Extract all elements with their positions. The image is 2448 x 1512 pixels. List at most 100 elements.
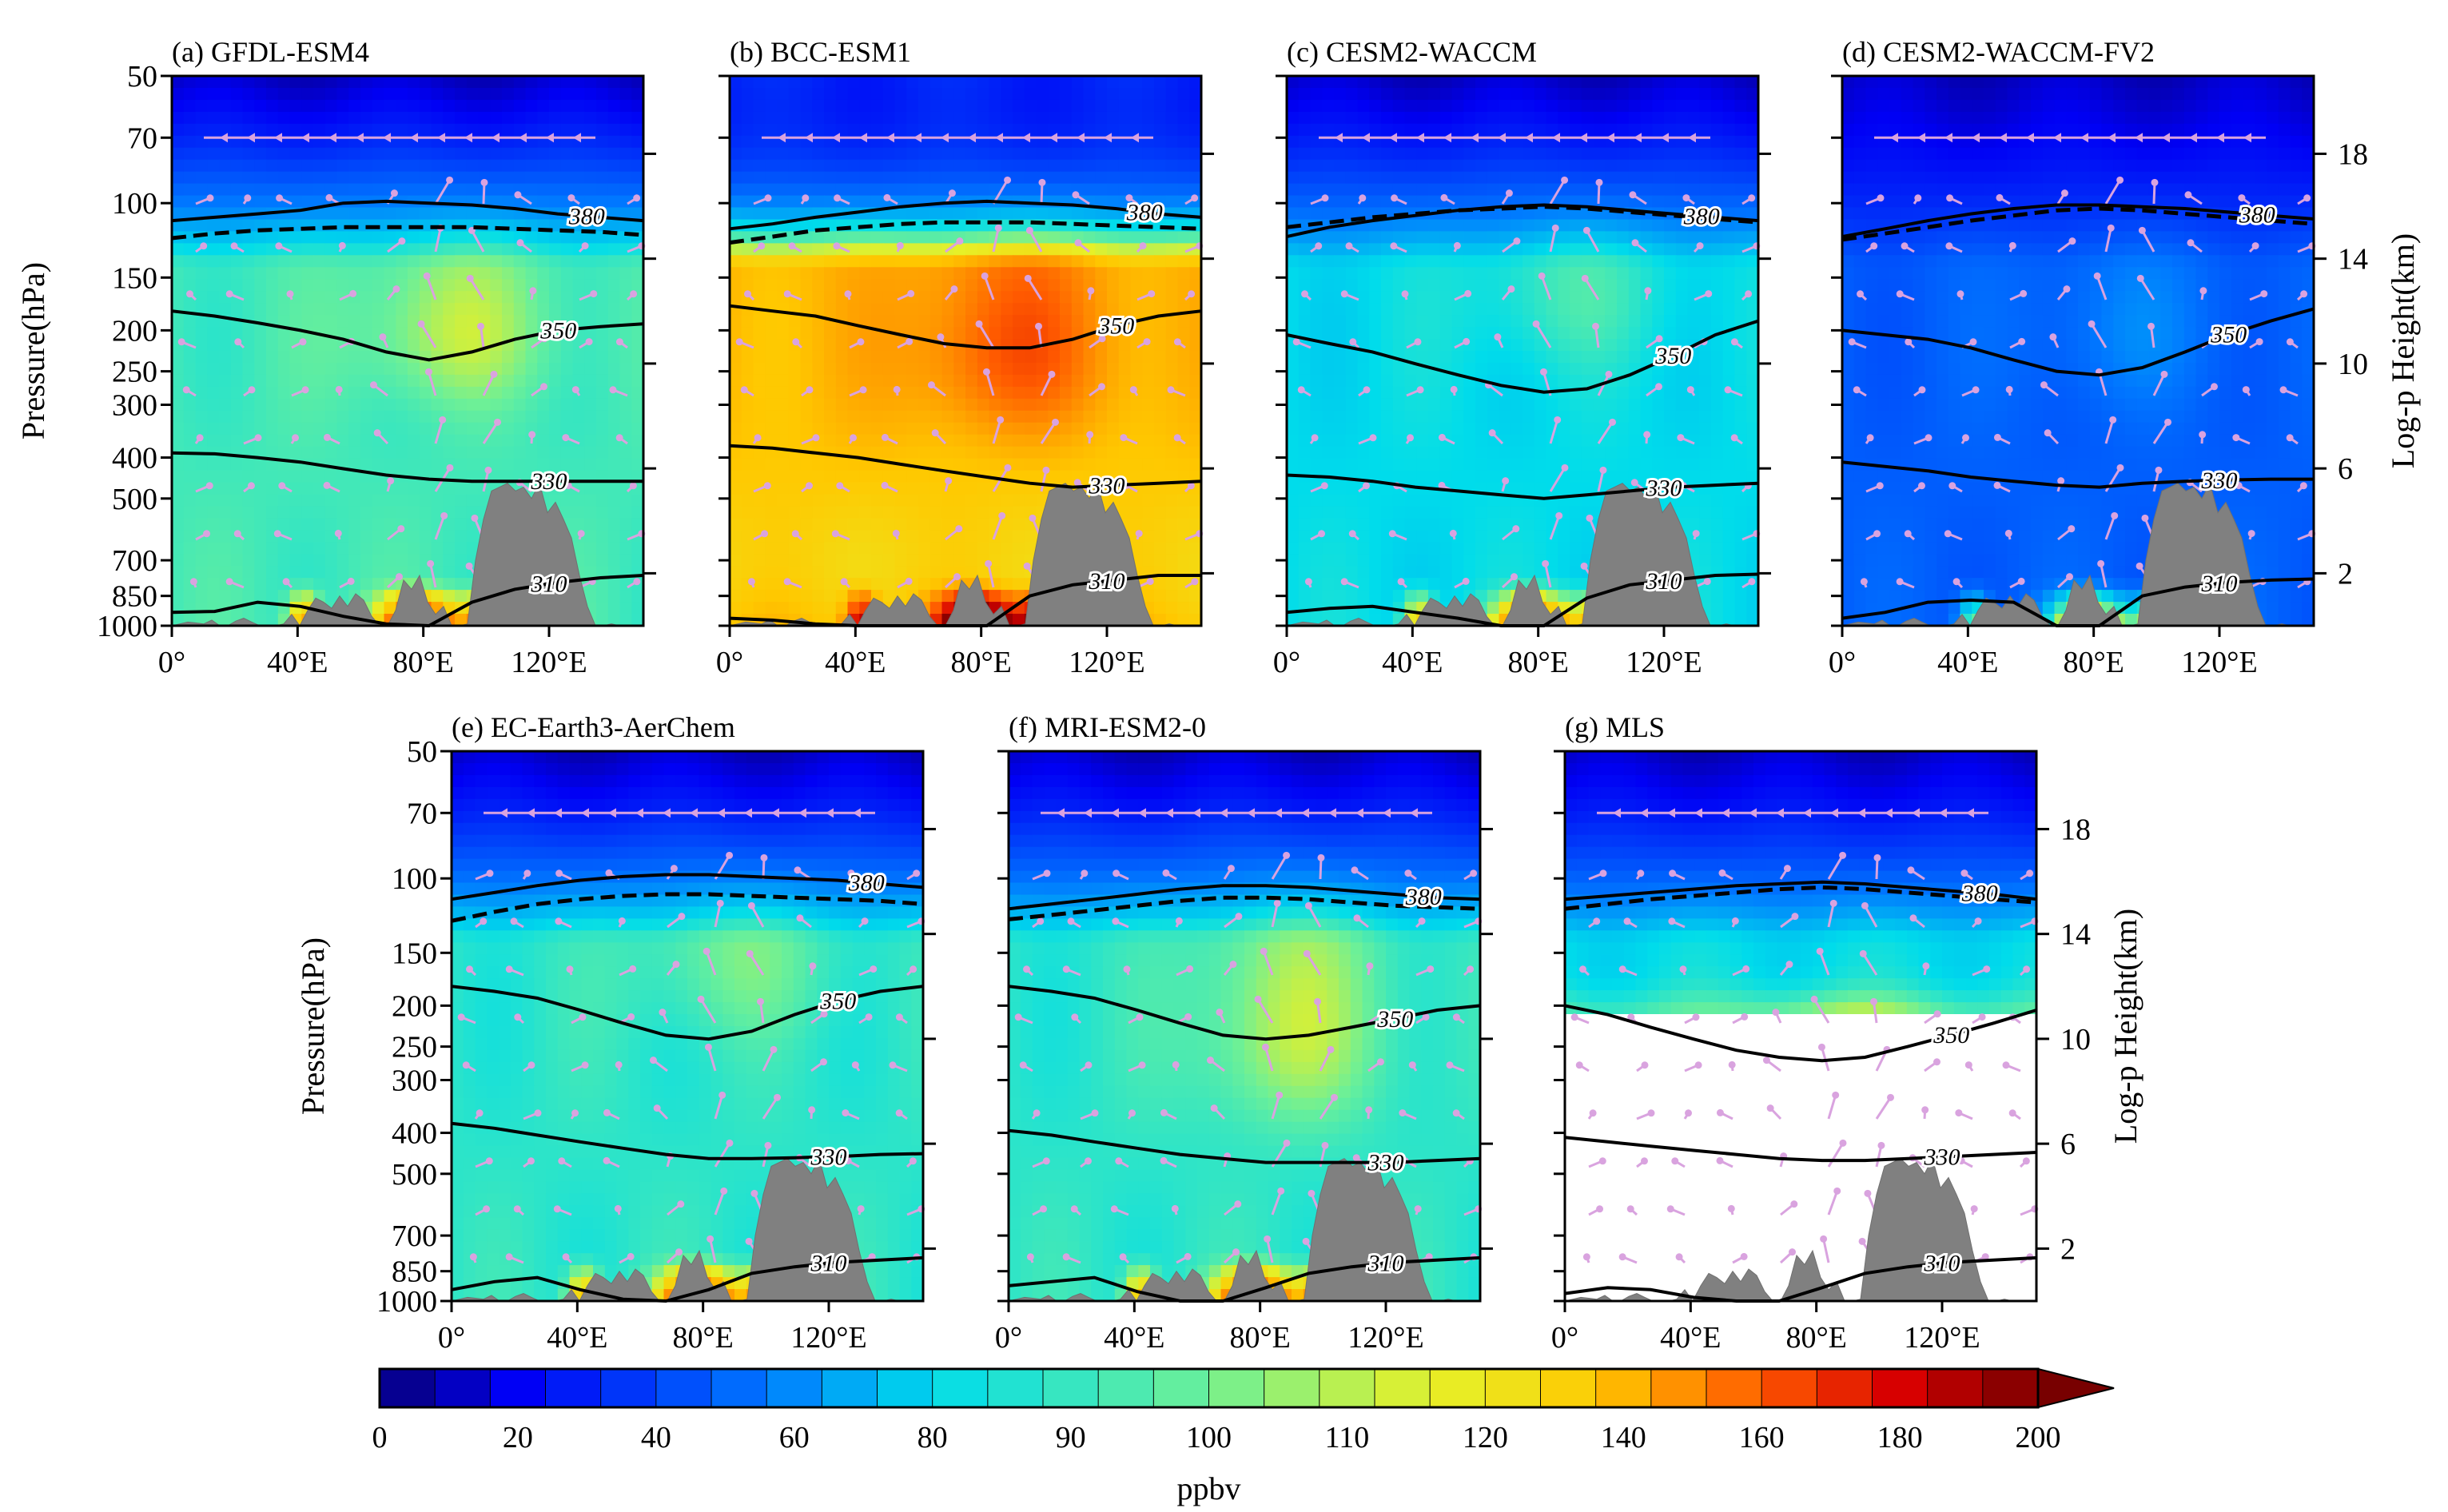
colorbar-segment: [1042, 1368, 1100, 1408]
isentrope-380: [451, 873, 924, 901]
easterly-arrowhead: [1661, 133, 1669, 143]
contour-label-350: 350: [1933, 1022, 1969, 1048]
isentropes: [1008, 884, 1481, 1303]
colorbar-segment: [1982, 1368, 2039, 1408]
easterly-arrowhead: [1383, 808, 1391, 818]
isentrope-350: [171, 309, 644, 362]
panel-frame: [170, 74, 645, 627]
isentrope-350: [1286, 319, 1759, 394]
easterly-arrowhead: [1613, 808, 1621, 818]
easterly-arrowhead: [2216, 133, 2224, 143]
contour-label-350: 350: [819, 988, 856, 1014]
panel-c: 380 350 330 310 (c) CESM2-WACCM 0° 40°E 80°E 120…: [1273, 36, 1771, 679]
colorbar-segment: [766, 1368, 823, 1408]
colorbar-label: ppbv: [1177, 1470, 1241, 1506]
easterly-arrowhead: [1443, 133, 1451, 143]
x-tick-label: 120°E: [2181, 646, 2257, 679]
easterly-arrowhead: [500, 808, 508, 818]
isentropes: [451, 873, 924, 1303]
easterly-arrowhead: [1498, 133, 1506, 143]
colorbar-segment: [711, 1368, 768, 1408]
easterly-arrowhead: [1634, 133, 1642, 143]
colorbar-segment: [600, 1368, 657, 1408]
easterly-arrowhead: [1749, 808, 1757, 818]
panel-f: 380 350 330 310 (f) MRI-ESM2-0 0° 40°E 80°E 120°…: [995, 711, 1493, 1355]
easterly-arrowhead: [2189, 133, 2197, 143]
x-tick-label: 120°E: [1904, 1321, 1980, 1355]
easterly-arrowhead: [2026, 133, 2034, 143]
panel-title: (e) EC-Earth3-AerChem: [452, 711, 735, 743]
easterly-arrowhead: [1416, 133, 1424, 143]
x-tick-label: 40°E: [1382, 646, 1443, 679]
isentrope-380: [1841, 203, 2315, 239]
easterly-arrowhead: [1885, 808, 1893, 818]
contour-label-350: 350: [1376, 1006, 1413, 1033]
colorbar-segment: [434, 1368, 492, 1408]
easterly-arrowhead: [1999, 133, 2007, 143]
colorbar-segment: [1208, 1368, 1265, 1408]
y-right-tick-label: 6: [2338, 452, 2353, 486]
easterly-arrowhead: [1355, 808, 1363, 818]
colorbar-segment: [821, 1368, 878, 1408]
isentrope-350: [1564, 1004, 2037, 1063]
x-tick-label: 0°: [438, 1321, 465, 1355]
contour-label-310: 310: [531, 571, 567, 598]
x-tick-label: 80°E: [392, 646, 453, 679]
panel-title: (a) GFDL-ESM4: [172, 36, 369, 68]
easterly-arrowhead: [859, 133, 867, 143]
x-tick-label: 40°E: [1660, 1321, 1721, 1355]
colorbar-tick-label: 160: [1739, 1421, 1785, 1454]
x-tick-label: 0°: [158, 646, 185, 679]
isentropes: [1841, 203, 2315, 627]
easterly-arrowhead: [1104, 133, 1112, 143]
colorbar-tick-label: 110: [1325, 1421, 1370, 1454]
easterly-arrowhead: [798, 808, 806, 818]
colorbar-tick-label: 80: [918, 1421, 948, 1454]
colorbar-segment: [1595, 1368, 1652, 1408]
y-tick-label: 300: [392, 1064, 437, 1097]
tropopause-dashed: [1286, 205, 1759, 229]
contour-label-350: 350: [1654, 343, 1691, 369]
x-tick-label: 120°E: [1626, 646, 1702, 679]
easterly-arrowhead: [1362, 133, 1370, 143]
y-right-tick-label: 18: [2338, 137, 2368, 171]
isentrope-330: [171, 451, 643, 483]
panel-title: (f) MRI-ESM2-0: [1009, 711, 1206, 743]
panel-frame: [1285, 74, 1760, 627]
contour-label-380: 380: [568, 203, 605, 229]
easterly-arrowhead: [608, 808, 616, 818]
colorbar-tick-label: 20: [503, 1421, 533, 1454]
contour-label-380: 380: [1405, 884, 1442, 910]
y-tick-label: 1000: [97, 610, 157, 643]
easterly-arrowhead: [941, 133, 949, 143]
wind-vectors: [1570, 851, 2039, 1264]
wind-vectors: [1014, 851, 1483, 1264]
panel-frame: [450, 750, 925, 1303]
isentrope-350: [729, 304, 1202, 350]
easterly-arrowhead: [1301, 808, 1309, 818]
easterly-arrowhead: [1803, 808, 1811, 818]
easterly-arrowhead: [1471, 133, 1479, 143]
easterly-arrowhead: [1694, 808, 1702, 818]
easterly-arrowhead: [1022, 133, 1030, 143]
easterly-arrowhead: [805, 133, 813, 143]
easterly-arrowhead: [1274, 808, 1282, 818]
tropopause-dashed: [171, 225, 644, 241]
easterly-arrowhead: [2162, 133, 2170, 143]
isentrope-350: [1841, 307, 2315, 377]
x-tick-label: 40°E: [547, 1321, 607, 1355]
colorbar-segment: [1374, 1368, 1431, 1408]
contour-label-310: 310: [1924, 1251, 1960, 1277]
easterly-arrowhead: [1606, 133, 1614, 143]
easterly-arrowhead: [826, 808, 834, 818]
y-tick-label: 300: [112, 388, 157, 422]
easterly-arrowhead: [968, 133, 976, 143]
colorbar-tick-label: 60: [779, 1421, 810, 1454]
easterly-arrowhead: [690, 808, 698, 818]
y-tick-label: 700: [392, 1220, 437, 1253]
contour-label-310: 310: [1646, 568, 1682, 595]
easterly-arrowhead: [410, 133, 418, 143]
topography: [1841, 482, 2314, 627]
easterly-arrowhead: [635, 808, 643, 818]
y-tick-label: 70: [407, 797, 437, 830]
